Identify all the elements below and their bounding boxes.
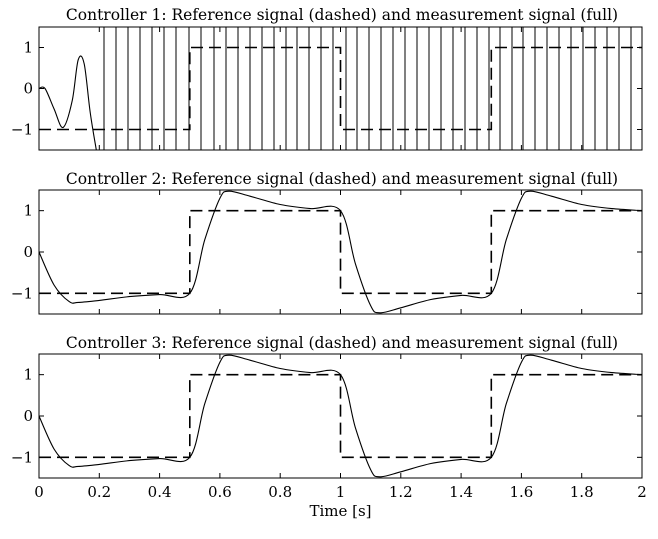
y-tick-label: 0 <box>23 80 33 98</box>
y-tick-label: 1 <box>23 39 33 57</box>
x-tick-label: 0 <box>34 483 44 501</box>
y-tick-label: 0 <box>23 243 33 261</box>
y-tick-label: 1 <box>23 366 33 384</box>
x-tick-label: 0.6 <box>208 483 232 501</box>
plot-area <box>39 190 642 314</box>
y-tick-label: −1 <box>11 121 33 139</box>
x-tick-label: 1 <box>336 483 346 501</box>
panel-controller-1: Controller 1: Reference signal (dashed) … <box>11 6 643 151</box>
reference-signal-line <box>39 373 642 459</box>
x-tick-label: 0.8 <box>268 483 292 501</box>
x-tick-label: 1.6 <box>509 483 533 501</box>
reference-signal-line <box>39 46 642 131</box>
chart-title: Controller 3: Reference signal (dashed) … <box>66 334 618 352</box>
plot-area <box>39 27 642 150</box>
y-tick-label: 0 <box>23 407 33 425</box>
reference-signal-line <box>39 209 642 295</box>
y-tick-label: 1 <box>23 202 33 220</box>
x-tick-label: 1.2 <box>389 483 413 501</box>
x-tick-label: 2 <box>637 483 647 501</box>
measurement-signal-line <box>39 354 642 478</box>
y-tick-label: −1 <box>11 284 33 302</box>
chart-title: Controller 1: Reference signal (dashed) … <box>66 6 618 24</box>
plot-area <box>39 354 642 478</box>
y-tick-label: −1 <box>11 448 33 466</box>
chart-title: Controller 2: Reference signal (dashed) … <box>66 170 618 188</box>
measurement-signal-line <box>39 55 97 150</box>
x-tick-label: 0.4 <box>148 483 172 501</box>
panel-controller-2: Controller 2: Reference signal (dashed) … <box>11 170 643 315</box>
x-axis-label: Time [s] <box>309 502 371 520</box>
x-tick-label: 0.2 <box>87 483 111 501</box>
x-tick-label: 1.4 <box>449 483 473 501</box>
panel-controller-3: Controller 3: Reference signal (dashed) … <box>11 334 647 520</box>
x-tick-label: 1.8 <box>570 483 594 501</box>
measurement-signal-line <box>39 190 642 314</box>
